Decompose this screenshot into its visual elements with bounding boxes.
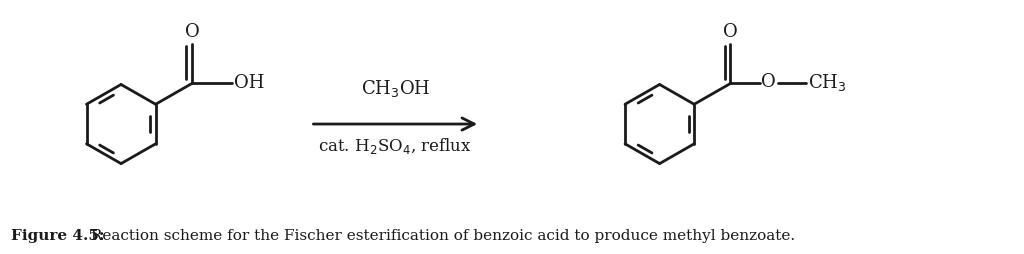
Text: CH$_3$OH: CH$_3$OH bbox=[360, 78, 430, 99]
Text: Figure 4.5:: Figure 4.5: bbox=[11, 229, 104, 243]
Text: Reaction scheme for the Fischer esterification of benzoic acid to produce methyl: Reaction scheme for the Fischer esterifi… bbox=[86, 229, 796, 243]
Text: O: O bbox=[184, 23, 200, 41]
Text: CH$_3$: CH$_3$ bbox=[808, 72, 847, 93]
Text: O: O bbox=[723, 23, 738, 41]
Text: O: O bbox=[761, 73, 776, 91]
Text: OH: OH bbox=[233, 74, 264, 92]
Text: cat. H$_2$SO$_4$, reflux: cat. H$_2$SO$_4$, reflux bbox=[318, 136, 472, 156]
